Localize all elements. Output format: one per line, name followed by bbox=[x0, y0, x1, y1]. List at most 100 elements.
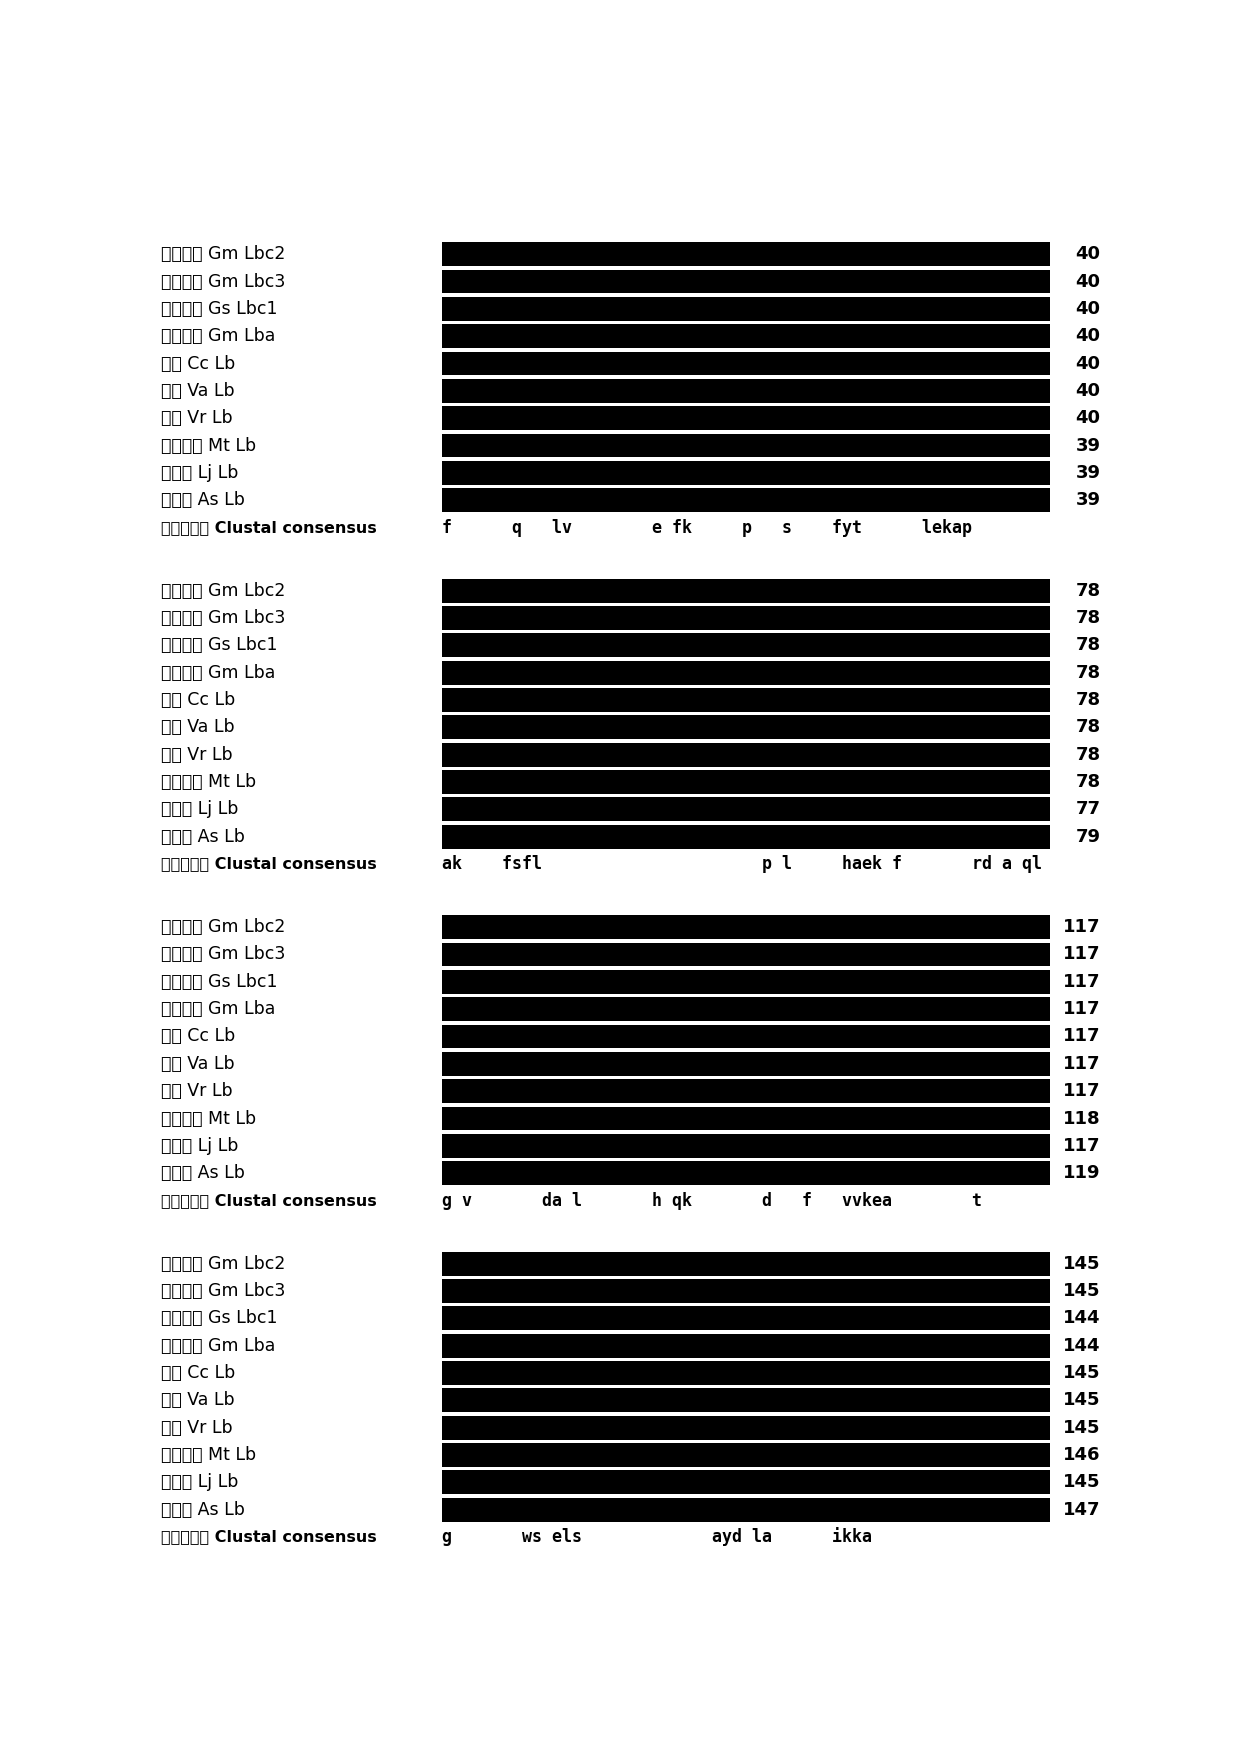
Bar bbox=[441, 1279, 1050, 1303]
Bar bbox=[441, 296, 1050, 321]
Bar bbox=[441, 770, 1050, 795]
Bar bbox=[441, 488, 1050, 512]
Bar bbox=[441, 798, 1050, 821]
Bar bbox=[441, 324, 1050, 347]
Text: 79: 79 bbox=[1075, 828, 1101, 845]
Text: 117: 117 bbox=[1063, 1082, 1101, 1100]
Text: g       ws els             ayd la      ikka: g ws els ayd la ikka bbox=[441, 1528, 872, 1547]
Text: 比对一致性 Clustal consensus: 比对一致性 Clustal consensus bbox=[161, 519, 377, 535]
Text: 栽培大豆 Gm Lbc3: 栽培大豆 Gm Lbc3 bbox=[161, 1282, 285, 1300]
Bar bbox=[441, 1498, 1050, 1521]
Text: 117: 117 bbox=[1063, 945, 1101, 963]
Text: 117: 117 bbox=[1063, 917, 1101, 937]
Text: 40: 40 bbox=[1075, 300, 1101, 317]
Text: 栽培大豆 Gm Lba: 栽培大豆 Gm Lba bbox=[161, 663, 275, 682]
Bar bbox=[441, 742, 1050, 766]
Text: 木豆 Cc Lb: 木豆 Cc Lb bbox=[161, 354, 236, 372]
Text: 40: 40 bbox=[1075, 272, 1101, 291]
Text: 117: 117 bbox=[1063, 1000, 1101, 1017]
Text: 栽培大豆 Gm Lbc3: 栽培大豆 Gm Lbc3 bbox=[161, 609, 285, 626]
Text: 木豆 Cc Lb: 木豆 Cc Lb bbox=[161, 1365, 236, 1382]
Text: 比对一致性 Clustal consensus: 比对一致性 Clustal consensus bbox=[161, 856, 377, 872]
Text: 栽培大豆 Gm Lbc2: 栽培大豆 Gm Lbc2 bbox=[161, 582, 285, 600]
Text: 木豆 Cc Lb: 木豆 Cc Lb bbox=[161, 1028, 236, 1045]
Text: 145: 145 bbox=[1063, 1473, 1101, 1491]
Text: 赤豆 Va Lb: 赤豆 Va Lb bbox=[161, 719, 234, 737]
Bar bbox=[441, 1133, 1050, 1158]
Text: 39: 39 bbox=[1075, 463, 1101, 482]
Text: 百脉根 Lj Lb: 百脉根 Lj Lb bbox=[161, 800, 238, 819]
Text: 119: 119 bbox=[1063, 1165, 1101, 1182]
Bar bbox=[441, 1333, 1050, 1358]
Text: 比对一致性 Clustal consensus: 比对一致性 Clustal consensus bbox=[161, 1193, 377, 1209]
Text: 145: 145 bbox=[1063, 1282, 1101, 1300]
Text: 百脉根 Lj Lb: 百脉根 Lj Lb bbox=[161, 1137, 238, 1154]
Text: 78: 78 bbox=[1075, 637, 1101, 654]
Bar bbox=[441, 633, 1050, 658]
Bar bbox=[441, 1444, 1050, 1466]
Bar bbox=[441, 1470, 1050, 1494]
Text: 赤豆 Va Lb: 赤豆 Va Lb bbox=[161, 382, 234, 400]
Text: 蒺藜苜蓿 Mt Lb: 蒺藜苜蓿 Mt Lb bbox=[161, 774, 257, 791]
Text: 栽培大豆 Gm Lba: 栽培大豆 Gm Lba bbox=[161, 328, 275, 346]
Text: 40: 40 bbox=[1075, 246, 1101, 263]
Text: 栽培大豆 Gm Lbc2: 栽培大豆 Gm Lbc2 bbox=[161, 917, 285, 937]
Text: 40: 40 bbox=[1075, 409, 1101, 428]
Bar bbox=[441, 1389, 1050, 1412]
Text: 绿豆 Vr Lb: 绿豆 Vr Lb bbox=[161, 1082, 233, 1100]
Text: 栽培大豆 Gm Lba: 栽培大豆 Gm Lba bbox=[161, 1337, 275, 1354]
Bar bbox=[441, 1307, 1050, 1330]
Text: 78: 78 bbox=[1075, 582, 1101, 600]
Text: 78: 78 bbox=[1075, 691, 1101, 709]
Text: 40: 40 bbox=[1075, 328, 1101, 346]
Bar bbox=[441, 688, 1050, 712]
Text: 蒺藜苜蓿 Mt Lb: 蒺藜苜蓿 Mt Lb bbox=[161, 1445, 257, 1465]
Text: 野生大豆 Gs Lbc1: 野生大豆 Gs Lbc1 bbox=[161, 1308, 278, 1328]
Text: 蒺藜苜蓿 Mt Lb: 蒺藜苜蓿 Mt Lb bbox=[161, 437, 257, 454]
Bar bbox=[441, 716, 1050, 738]
Text: 比对一致性 Clustal consensus: 比对一致性 Clustal consensus bbox=[161, 1529, 377, 1545]
Bar bbox=[441, 998, 1050, 1021]
Text: 117: 117 bbox=[1063, 973, 1101, 991]
Text: 绿豆 Vr Lb: 绿豆 Vr Lb bbox=[161, 409, 233, 428]
Text: 野生大豆 Gs Lbc1: 野生大豆 Gs Lbc1 bbox=[161, 300, 278, 317]
Text: 78: 78 bbox=[1075, 774, 1101, 791]
Text: 栽培大豆 Gm Lbc2: 栽培大豆 Gm Lbc2 bbox=[161, 246, 285, 263]
Text: 紫云英 As Lb: 紫云英 As Lb bbox=[161, 1165, 246, 1182]
Text: ak    fsfl                      p l     haek f       rd a ql: ak fsfl p l haek f rd a ql bbox=[441, 854, 1042, 873]
Text: 117: 117 bbox=[1063, 1054, 1101, 1073]
Text: 百脉根 Lj Lb: 百脉根 Lj Lb bbox=[161, 1473, 238, 1491]
Text: g v       da l       h qk       d   f   vvkea        t: g v da l h qk d f vvkea t bbox=[441, 1191, 982, 1210]
Bar bbox=[441, 351, 1050, 375]
Bar bbox=[441, 1161, 1050, 1186]
Text: 绿豆 Vr Lb: 绿豆 Vr Lb bbox=[161, 745, 233, 763]
Text: 145: 145 bbox=[1063, 1254, 1101, 1273]
Text: 78: 78 bbox=[1075, 719, 1101, 737]
Bar bbox=[441, 1415, 1050, 1440]
Text: 野生大豆 Gs Lbc1: 野生大豆 Gs Lbc1 bbox=[161, 637, 278, 654]
Bar bbox=[441, 661, 1050, 684]
Text: f      q   lv        e fk     p   s    fyt      lekap: f q lv e fk p s fyt lekap bbox=[441, 519, 972, 537]
Text: 145: 145 bbox=[1063, 1419, 1101, 1437]
Bar bbox=[441, 579, 1050, 603]
Text: 39: 39 bbox=[1075, 437, 1101, 454]
Text: 77: 77 bbox=[1075, 800, 1101, 819]
Text: 40: 40 bbox=[1075, 354, 1101, 372]
Bar bbox=[441, 824, 1050, 849]
Text: 木豆 Cc Lb: 木豆 Cc Lb bbox=[161, 691, 236, 709]
Bar bbox=[441, 942, 1050, 966]
Bar bbox=[441, 1024, 1050, 1049]
Bar bbox=[441, 1079, 1050, 1103]
Text: 117: 117 bbox=[1063, 1137, 1101, 1154]
Bar bbox=[441, 1361, 1050, 1386]
Text: 78: 78 bbox=[1075, 609, 1101, 626]
Bar bbox=[441, 379, 1050, 403]
Bar bbox=[441, 407, 1050, 430]
Text: 146: 146 bbox=[1063, 1445, 1101, 1465]
Text: 118: 118 bbox=[1063, 1110, 1101, 1128]
Text: 栽培大豆 Gm Lbc2: 栽培大豆 Gm Lbc2 bbox=[161, 1254, 285, 1273]
Text: 144: 144 bbox=[1063, 1337, 1101, 1354]
Text: 147: 147 bbox=[1063, 1501, 1101, 1519]
Bar bbox=[441, 970, 1050, 995]
Text: 栽培大豆 Gm Lbc3: 栽培大豆 Gm Lbc3 bbox=[161, 945, 285, 963]
